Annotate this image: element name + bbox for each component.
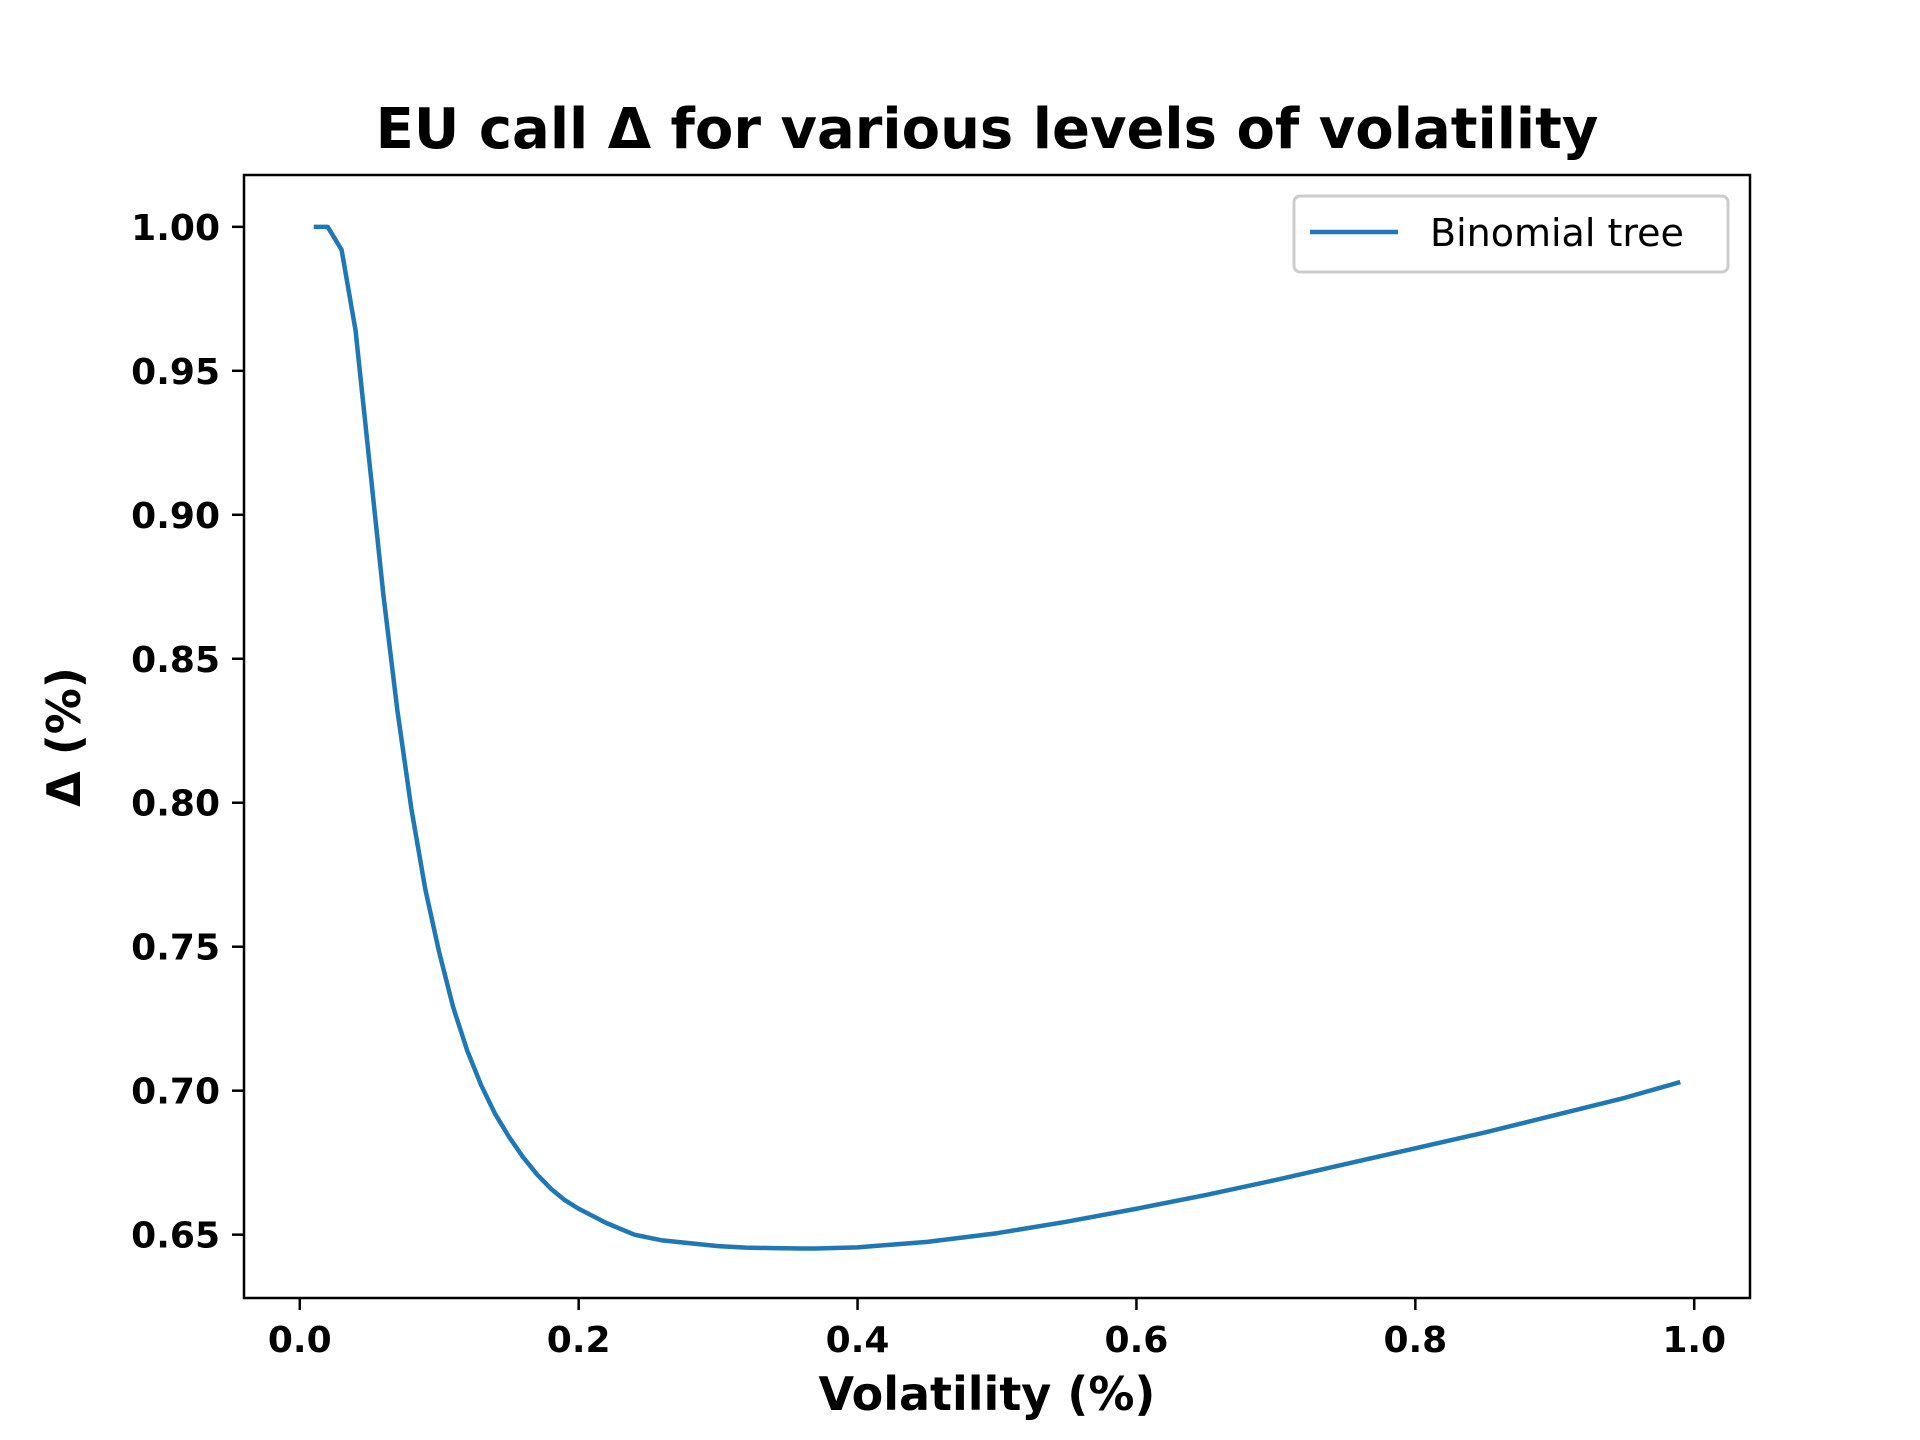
y-tick-label: 0.65 [131,1216,220,1257]
axes-frame [242,173,1752,1300]
x-tick-label: 0.8 [1383,1320,1447,1361]
chart-title: EU call Δ for various levels of volatili… [376,97,1599,162]
legend: Binomial tree [1292,194,1730,274]
plot-area: 0.0 0.2 0.4 0.6 0.8 1.0 0.65 0.70 0.75 0.80 0.85 0.… [131,173,1752,1361]
x-tick-label: 0.6 [1105,1320,1169,1361]
y-tick-label: 0.70 [131,1072,220,1113]
legend-box [1292,194,1730,274]
y-tick-label: 1.00 [131,208,220,249]
x-tick-label: 0.2 [547,1320,611,1361]
x-tick-label: 1.0 [1662,1320,1726,1361]
x-axis-label: Volatility (%) [819,1367,1156,1421]
y-tick-label: 0.75 [131,928,220,969]
y-tick-label: 0.80 [131,784,220,825]
y-tick-label: 0.95 [131,352,220,393]
y-tick-label: 0.85 [131,640,220,681]
series-line-binomial-tree [313,224,1681,1251]
x-tick-label: 0.4 [826,1320,890,1361]
y-tick-label: 0.90 [131,496,220,537]
y-axis-label: Δ (%) [37,667,91,807]
legend-label-binomial-tree: Binomial tree [1430,211,1684,255]
x-tick-label: 0.0 [268,1320,332,1361]
